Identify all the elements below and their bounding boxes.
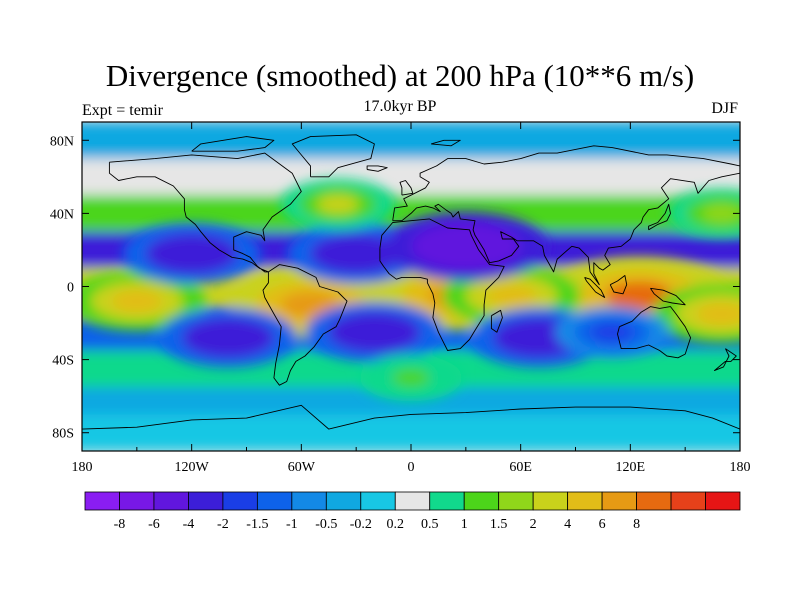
coastline-south-america [262, 264, 348, 386]
feature-core-4 [111, 290, 163, 313]
colorbar-swatch [119, 491, 155, 511]
coastline-svalbard [430, 139, 461, 147]
colorbar-swatch [394, 491, 431, 511]
colorbar-swatch [360, 491, 396, 511]
coastline-japan [648, 203, 671, 231]
colorbar-label: 4 [564, 517, 571, 532]
colorbar-label: -6 [148, 517, 160, 532]
coastline-canadian-islands [191, 136, 275, 152]
feature-core-15 [392, 369, 430, 387]
feature-core-7 [330, 242, 382, 265]
feature-core-5 [696, 302, 740, 325]
x-tick-label: 120E [616, 460, 646, 475]
feature-core-9 [349, 321, 400, 344]
coastline-iceland [366, 165, 388, 172]
x-tick-label: 60W [288, 460, 316, 475]
colorbar-label: -1.5 [246, 517, 268, 532]
coastline-greenland [291, 134, 375, 178]
y-tick-label: 40N [50, 207, 74, 222]
colorbar-label: 0.5 [421, 517, 439, 532]
coastline-uk [399, 180, 414, 196]
period-label: 17.0kyr BP [363, 98, 437, 115]
x-tick-label: 120W [175, 460, 210, 475]
chart-title: Divergence (smoothed) at 200 hPa (10**6 … [105, 58, 695, 93]
experiment-label: Expt = temir [82, 102, 164, 119]
x-tick-label: 180 [72, 460, 93, 475]
coastline-australia [617, 306, 692, 359]
colorbar-swatch [256, 491, 293, 511]
coastlines [82, 134, 740, 451]
colorbar-swatch [636, 491, 672, 511]
x-tick-label: 0 [408, 460, 415, 475]
colorbar-swatch [601, 491, 637, 511]
colorbar-label: -2 [217, 517, 229, 532]
colorbar-label: -1 [286, 517, 298, 532]
coastline-new-zealand [713, 348, 737, 372]
coastline-borneo [609, 275, 628, 295]
colorbar-label: 6 [599, 517, 606, 532]
colorbar-label: -0.5 [315, 517, 337, 532]
colorbar-swatch [567, 491, 603, 511]
feature-core-13 [316, 194, 359, 214]
y-tick-label: 80N [50, 134, 74, 149]
y-tick-label: 0 [67, 281, 74, 296]
feature-core-11 [202, 326, 254, 349]
feature-core-1 [280, 292, 341, 318]
colorbar-swatch [222, 491, 258, 511]
colorbar-label: 0.2 [387, 517, 405, 532]
colorbar-swatch [291, 491, 327, 511]
y-tick-label: 40S [52, 354, 74, 369]
colorbar-swatch [498, 491, 534, 511]
feature-core-12 [591, 322, 633, 342]
colorbar: -8 -6 -4 -2 -1.5 -1 -0.5 -0.2 0.2 0.5 1 1.5 2 4 6 8 [84, 491, 741, 532]
coastline-madagascar [490, 309, 503, 333]
feature-core-6 [166, 242, 217, 265]
y-tick-label: 80S [52, 427, 74, 442]
coastline-eurasia [392, 145, 740, 286]
feature-core-2 [605, 281, 674, 310]
colorbar-swatch [429, 491, 465, 511]
coastline-antarctica [82, 404, 740, 451]
season-label: DJF [711, 100, 738, 117]
coastline-africa [379, 218, 505, 351]
coastline-new-guinea [650, 287, 686, 306]
x-axis: 180 120W 60W 0 60E 120E 180 [72, 122, 751, 475]
y-axis: 80N 40N 0 40S 80S [50, 134, 740, 442]
colorbar-label: 8 [633, 517, 640, 532]
colorbar-swatch [84, 491, 120, 511]
field-band-1 [82, 158, 740, 196]
coastline-north-america [108, 152, 302, 273]
colorbar-swatch [532, 491, 569, 511]
x-tick-label: 180 [730, 460, 751, 475]
colorbar-swatch [705, 491, 741, 511]
colorbar-label: 1 [461, 517, 468, 532]
colorbar-swatch [325, 491, 362, 511]
colorbar-swatch [188, 491, 224, 511]
colorbar-label: -4 [183, 517, 195, 532]
colorbar-label: -0.2 [350, 517, 372, 532]
feature-core-10 [513, 326, 565, 349]
colorbar-label: -8 [114, 517, 126, 532]
colorbar-label: 1.5 [490, 517, 508, 532]
x-tick-label: 60E [509, 460, 532, 475]
feature-core-14 [701, 204, 740, 223]
feature-core-3 [486, 284, 537, 307]
colorbar-label: 2 [530, 517, 537, 532]
colorbar-swatch [153, 491, 189, 511]
colorbar-swatch [670, 491, 706, 511]
divergence-field [82, 122, 740, 451]
coastline-sumatra [584, 276, 606, 298]
colorbar-swatch [463, 491, 500, 511]
